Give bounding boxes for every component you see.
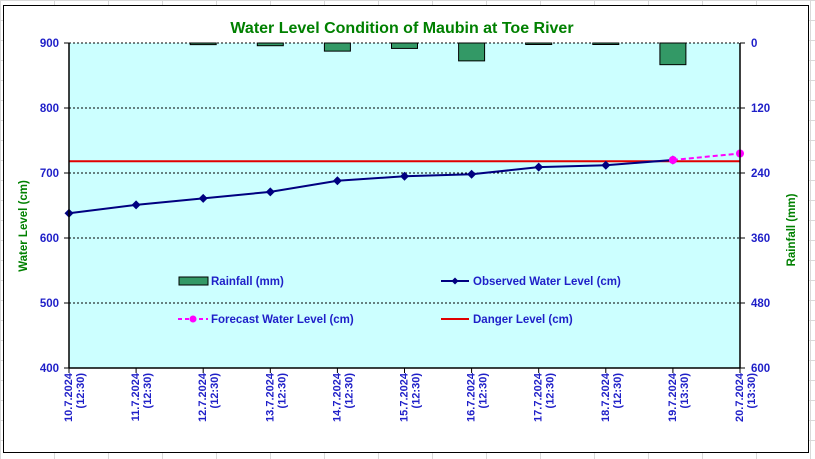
- rainfall-bar: [659, 42, 687, 66]
- legend-label-danger: Danger Level (cm): [473, 314, 573, 326]
- right-tick-label: 360: [751, 233, 770, 245]
- x-tick-label-date: 20.7.2024: [734, 372, 746, 422]
- chart-title: Water Level Condition of Maubin at Toe R…: [230, 20, 573, 37]
- rainfall-bars: [189, 42, 687, 66]
- x-tick-label-time: (12:30): [343, 373, 355, 409]
- rainfall-bar: [256, 42, 284, 47]
- observed-point: [534, 162, 544, 172]
- x-tick-label-date: 15.7.2024: [399, 372, 411, 422]
- x-axis-ticks: 10.7.2024 (12:30) 11.7.2024 (12:30) 12.7.202…: [63, 368, 758, 422]
- rainfall-bar: [323, 42, 351, 52]
- x-tick-label-time: (12:30): [612, 373, 624, 409]
- rainfall-bar: [592, 42, 620, 45]
- left-tick-label: 700: [40, 168, 59, 180]
- legend-item-rainfall: Rainfall (mm): [178, 276, 284, 288]
- x-tick-label-date: 12.7.2024: [197, 372, 209, 422]
- plot-area: [69, 43, 740, 368]
- legend-label-observed: Observed Water Level (cm): [473, 276, 621, 288]
- left-tick-label: 800: [40, 103, 59, 115]
- x-tick-label-time: (13:30): [746, 373, 758, 409]
- legend-item-observed: Observed Water Level (cm): [441, 276, 621, 288]
- x-tick-label-date: 17.7.2024: [533, 372, 545, 422]
- x-tick-label-date: 11.7.2024: [130, 372, 142, 421]
- x-tick-label-date: 14.7.2024: [331, 372, 343, 422]
- x-tick-label-date: 13.7.2024: [264, 372, 276, 422]
- x-tick-label-time: (12:30): [545, 373, 557, 409]
- rainfall-bar: [458, 42, 486, 62]
- legend-swatch-rainfall: [178, 276, 209, 286]
- x-tick-label-time: (13:30): [679, 373, 691, 409]
- right-tick-label: 0: [751, 38, 757, 50]
- observed-point: [601, 160, 611, 170]
- rainfall-bar: [525, 42, 553, 45]
- x-tick-label-time: (12:30): [478, 373, 490, 409]
- observed-point: [265, 187, 275, 197]
- left-axis-ticks: 900 800 700 600 500 400: [40, 38, 69, 375]
- observed-point: [198, 193, 208, 203]
- x-tick-label-time: (12:30): [411, 373, 423, 409]
- legend-item-forecast: Forecast Water Level (cm): [178, 314, 354, 326]
- x-tick-label-date: 18.7.2024: [600, 372, 612, 422]
- observed-level-line: [68, 159, 673, 215]
- observed-point: [332, 176, 342, 186]
- right-tick-label: 600: [751, 363, 770, 375]
- right-tick-label: 240: [751, 168, 770, 180]
- right-tick-label: 480: [751, 298, 770, 310]
- x-tick-label-date: 10.7.2024: [63, 372, 75, 422]
- legend: Rainfall (mm) Observed Water Level (cm) …: [178, 276, 621, 326]
- x-tick-label-time: (12:30): [276, 373, 288, 409]
- left-axis-title: Water Level (cm): [18, 180, 30, 272]
- x-tick-label-time: (12:30): [209, 373, 221, 409]
- observed-point: [131, 200, 141, 210]
- right-axis-ticks: 0 120 240 360 480 600: [740, 38, 770, 375]
- right-axis-title: Rainfall (mm): [786, 193, 798, 266]
- legend-marker-observed: [451, 277, 459, 285]
- left-tick-label: 900: [40, 38, 59, 50]
- left-tick-label: 400: [40, 363, 59, 375]
- left-tick-label: 600: [40, 233, 59, 245]
- x-tick-label-time: (12:30): [75, 373, 87, 409]
- left-tick-label: 500: [40, 298, 59, 310]
- rainfall-bar: [391, 42, 418, 49]
- legend-label-rainfall: Rainfall (mm): [211, 276, 284, 288]
- x-tick-label-date: 16.7.2024: [466, 372, 478, 422]
- legend-label-forecast: Forecast Water Level (cm): [211, 314, 354, 326]
- x-tick-label-time: (12:30): [142, 373, 154, 409]
- right-tick-label: 120: [751, 103, 770, 115]
- observed-point: [400, 171, 409, 181]
- forecast-level-line: [672, 152, 741, 161]
- x-tick-label-date: 19.7.2024: [667, 372, 679, 422]
- observed-point: [467, 169, 477, 179]
- legend-marker-forecast: [189, 315, 197, 323]
- legend-item-danger: Danger Level (cm): [441, 314, 573, 326]
- forecast-point: [668, 156, 677, 164]
- rainfall-bar: [189, 42, 217, 46]
